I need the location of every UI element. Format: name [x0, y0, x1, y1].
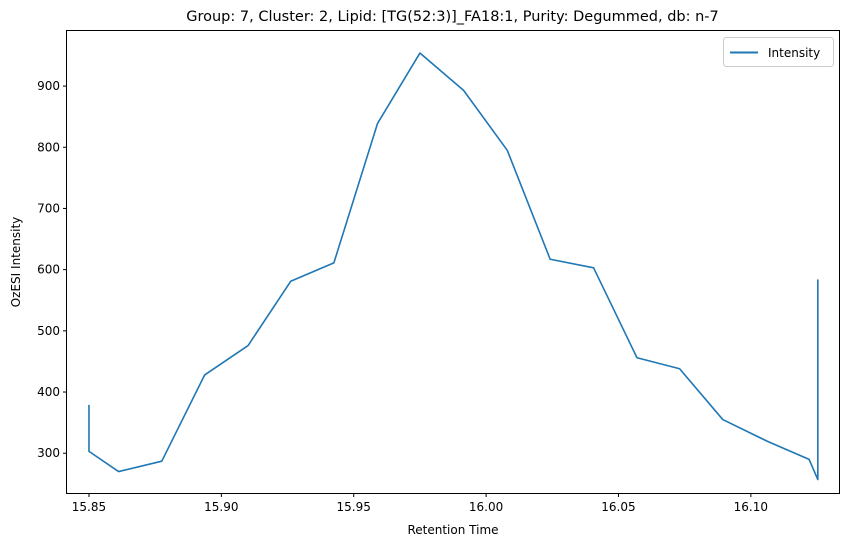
y-tick-label: 400	[37, 385, 60, 399]
y-tick-label: 500	[37, 324, 60, 338]
y-tick-label: 700	[37, 201, 60, 215]
y-tick-label: 800	[37, 140, 60, 154]
series-line-intensity	[88, 52, 819, 481]
plot-frame	[66, 30, 840, 494]
x-axis-ticks: 15.85 15.90 15.95 16.00 16.05 16.10	[72, 493, 768, 514]
legend-label: Intensity	[768, 46, 820, 60]
y-axis-ticks: 300 400 500 600 700 800 900	[37, 79, 67, 460]
x-tick-label: 16.00	[469, 500, 503, 514]
legend: Intensity	[723, 37, 834, 67]
x-tick-label: 16.05	[601, 500, 635, 514]
chart-title: Group: 7, Cluster: 2, Lipid: [TG(52:3)]_…	[186, 9, 719, 25]
x-tick-label: 15.85	[72, 500, 106, 514]
x-tick-label: 15.90	[204, 500, 238, 514]
series-layer	[88, 52, 819, 481]
y-tick-label: 600	[37, 263, 60, 277]
y-tick-label: 900	[37, 79, 60, 93]
y-axis-label: OzESI Intensity	[9, 217, 23, 308]
x-tick-label: 16.10	[734, 500, 768, 514]
y-tick-label: 300	[37, 446, 60, 460]
x-axis-label: Retention Time	[407, 523, 498, 537]
legend-box	[723, 37, 834, 67]
x-tick-label: 15.95	[337, 500, 371, 514]
